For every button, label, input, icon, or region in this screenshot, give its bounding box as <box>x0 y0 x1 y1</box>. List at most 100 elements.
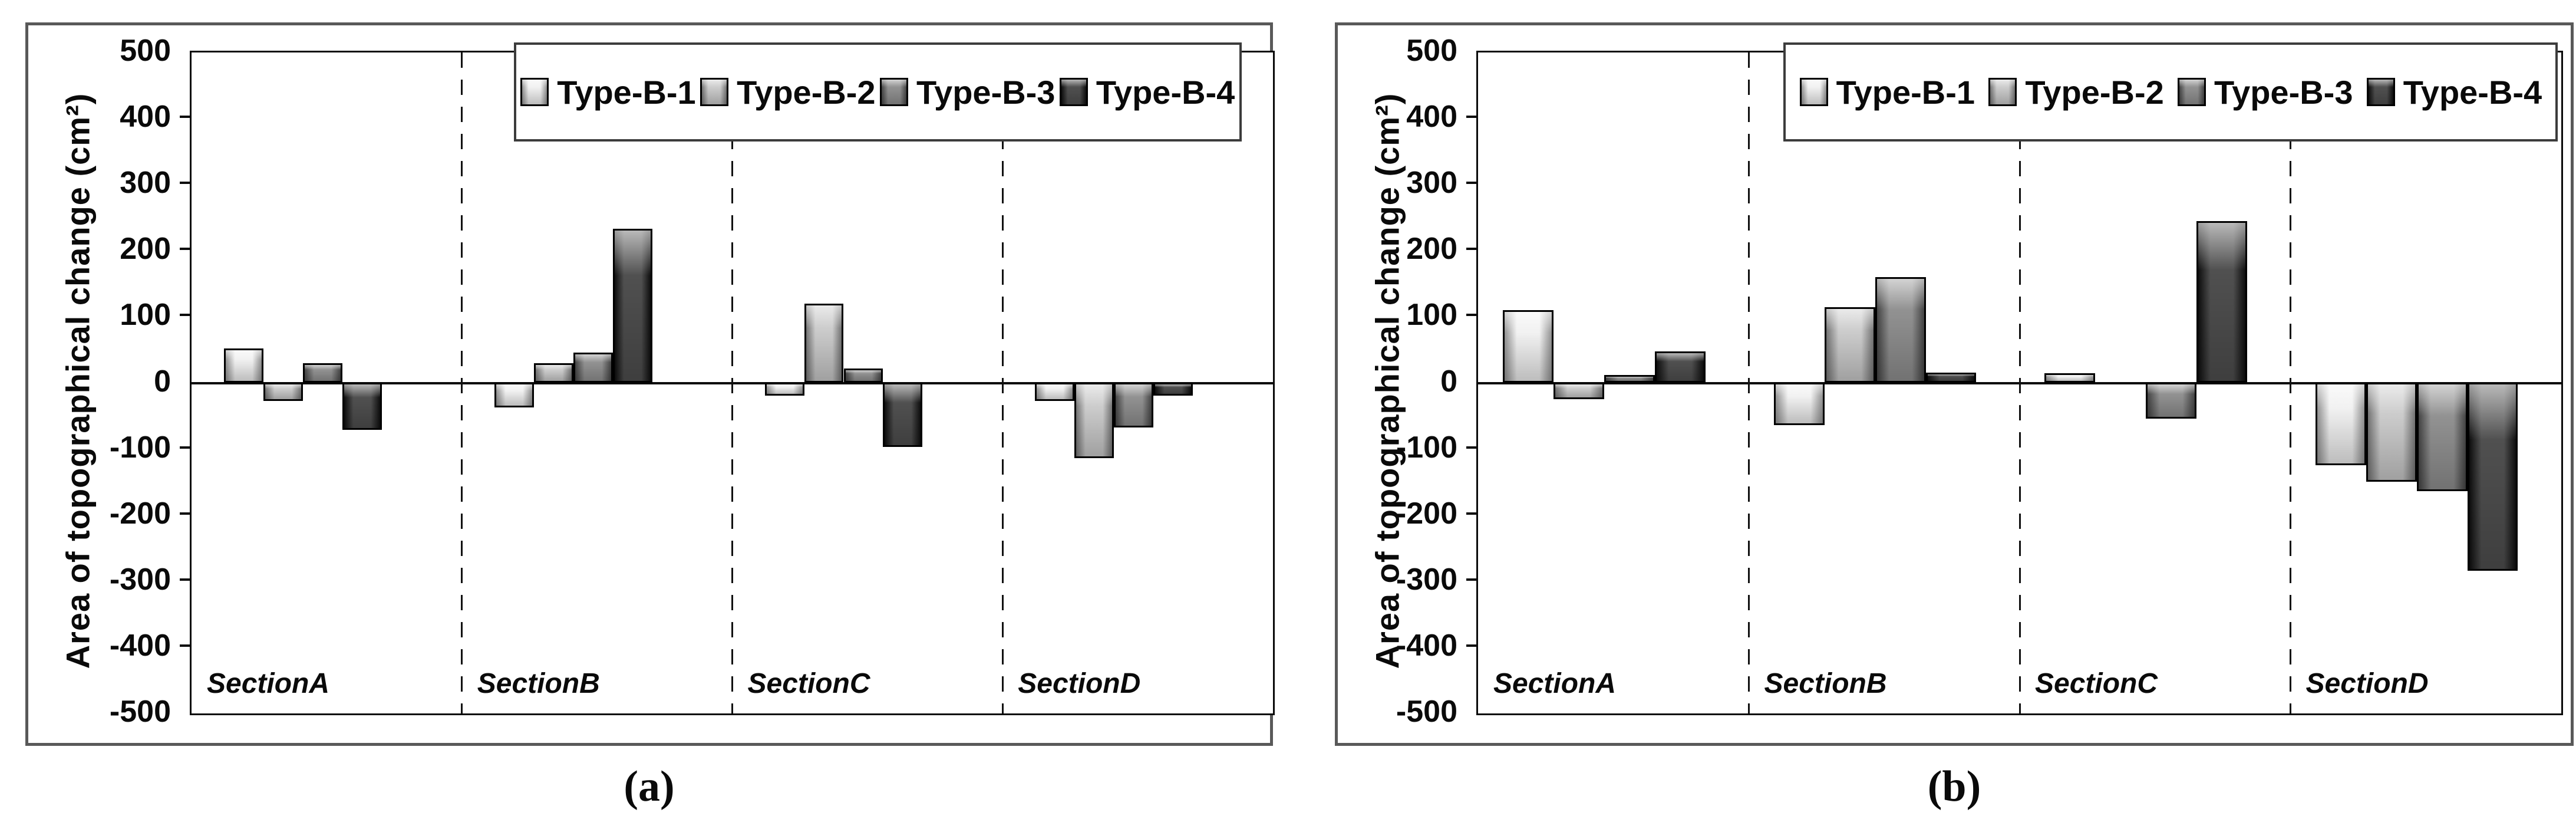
caption-b: (b) <box>1927 762 1981 811</box>
bar-type-b-4-sectionb <box>612 229 652 383</box>
bar-type-b-4-sectionc <box>883 382 923 448</box>
bar-type-b-3-sectiond <box>2416 382 2468 492</box>
bar-type-b-1-sectiona <box>224 348 264 383</box>
y-tick-label: 500 <box>120 34 171 68</box>
bar-type-b-4-sectiona <box>342 382 382 430</box>
section-label-sectionb: SectionB <box>1764 668 1887 699</box>
y-tick-mark <box>1466 578 1478 581</box>
y-tick-label: 100 <box>1406 298 1457 333</box>
section-label-sectiona: SectionA <box>207 668 330 699</box>
y-tick-mark <box>180 578 192 581</box>
bar-type-b-3-sectionb <box>1875 277 1926 383</box>
y-tick-label: -400 <box>1396 628 1457 663</box>
legend-item-type-b-4: Type-B-4 <box>1059 73 1235 111</box>
section-separator <box>731 52 733 713</box>
section-separator <box>1748 52 1750 713</box>
section-label-sectionc: SectionC <box>2035 668 2158 699</box>
bar-type-b-4-sectiond <box>2467 382 2518 571</box>
y-tick-mark <box>180 182 192 185</box>
bar-type-b-2-sectiona <box>1553 382 1605 399</box>
bar-type-b-1-sectionb <box>494 382 534 408</box>
y-tick-mark <box>1466 248 1478 251</box>
y-tick-mark <box>180 644 192 647</box>
y-tick-label: -500 <box>1396 695 1457 729</box>
y-tick-label: 200 <box>120 232 171 267</box>
plot-area-a: SectionA SectionB SectionC SectionD Type-B-1… <box>190 42 1275 715</box>
legend-label-type-b-2: Type-B-2 <box>2025 73 2164 111</box>
bar-type-b-1-sectionc <box>764 382 804 396</box>
bar-type-b-3-sectionb <box>573 352 613 383</box>
legend-swatch-type-b-2 <box>1988 78 2017 106</box>
section-separator <box>2290 52 2291 713</box>
bar-type-b-3-sectiona <box>303 363 342 383</box>
bar-type-b-2-sectionb <box>533 363 573 383</box>
y-tick-label: 300 <box>120 166 171 200</box>
section-label-sectiona: SectionA <box>1493 668 1617 699</box>
legend-swatch-type-b-1 <box>520 78 549 106</box>
y-tick-label: -100 <box>1396 430 1457 465</box>
bar-type-b-1-sectiond <box>2315 382 2366 465</box>
section-separator <box>2018 52 2021 713</box>
y-tick-mark <box>180 314 192 317</box>
section-label-sectiond: SectionD <box>2305 668 2429 699</box>
bar-type-b-4-sectionb <box>1925 372 1977 383</box>
y-tick-label: 400 <box>1406 100 1457 134</box>
section-separator <box>461 52 463 713</box>
y-tick-label: 0 <box>154 364 171 399</box>
section-separator <box>1001 52 1004 713</box>
section-label-sectionc: SectionC <box>747 668 870 699</box>
legend-swatch-type-b-2 <box>700 78 729 106</box>
bar-type-b-3-sectiond <box>1114 382 1154 427</box>
bar-type-b-3-sectiona <box>1604 375 1655 383</box>
bar-type-b-3-sectionc <box>2146 382 2197 419</box>
y-tick-label: -100 <box>109 430 171 465</box>
bar-type-b-3-sectionc <box>843 368 883 383</box>
legend-swatch-type-b-3 <box>880 78 909 106</box>
legend: Type-B-1 Type-B-2 Type-B-3 Type-B-4 <box>1783 42 2558 142</box>
legend-label-type-b-2: Type-B-2 <box>737 73 876 111</box>
plot-area-b: SectionA SectionB SectionC SectionD Type-B-1… <box>1476 42 2563 715</box>
y-tick-label: -200 <box>1396 496 1457 531</box>
legend-item-type-b-2: Type-B-2 <box>700 73 876 111</box>
y-tick-mark <box>1466 314 1478 317</box>
figure-box-b: Area of topographical change (cm²) Secti… <box>1335 22 2574 746</box>
section-label-sectionb: SectionB <box>477 668 600 699</box>
legend-swatch-type-b-4 <box>1059 78 1088 106</box>
y-tick-mark <box>1466 512 1478 515</box>
y-tick-label: 100 <box>120 298 171 333</box>
legend-label-type-b-3: Type-B-3 <box>2214 73 2353 111</box>
legend-label-type-b-4: Type-B-4 <box>2403 73 2542 111</box>
legend-item-type-b-2: Type-B-2 <box>1988 73 2164 111</box>
y-tick-label: 200 <box>1406 232 1457 267</box>
legend-item-type-b-4: Type-B-4 <box>2366 73 2542 111</box>
y-tick-label: -300 <box>1396 562 1457 597</box>
bar-type-b-4-sectiond <box>1153 382 1193 396</box>
legend-label-type-b-1: Type-B-1 <box>1836 73 1975 111</box>
legend-label-type-b-3: Type-B-3 <box>916 73 1056 111</box>
legend-item-type-b-1: Type-B-1 <box>520 73 696 111</box>
section-label-sectiond: SectionD <box>1018 668 1141 699</box>
bar-type-b-2-sectionc <box>804 303 844 383</box>
legend-label-type-b-1: Type-B-1 <box>557 73 696 111</box>
y-tick-label: -500 <box>109 695 171 729</box>
bar-type-b-1-sectiona <box>1503 310 1554 383</box>
bar-type-b-1-sectionc <box>2044 373 2096 383</box>
caption-a: (a) <box>624 762 675 811</box>
bar-type-b-2-sectiond <box>2366 382 2417 482</box>
y-tick-label: -400 <box>109 628 171 663</box>
y-tick-mark <box>180 116 192 119</box>
bar-type-b-2-sectionb <box>1824 307 1875 383</box>
bar-type-b-1-sectionb <box>1773 382 1825 426</box>
y-tick-label: -200 <box>109 496 171 531</box>
legend-item-type-b-3: Type-B-3 <box>2178 73 2353 111</box>
bar-type-b-2-sectiona <box>263 382 303 401</box>
legend-item-type-b-1: Type-B-1 <box>1799 73 1975 111</box>
y-tick-mark <box>180 512 192 515</box>
figure-box-a: Area of topographical change (cm²) Secti… <box>25 22 1275 746</box>
bar-type-b-1-sectiond <box>1035 382 1075 401</box>
legend-swatch-type-b-4 <box>2366 78 2395 106</box>
y-tick-label: 500 <box>1406 34 1457 68</box>
legend-swatch-type-b-1 <box>1799 78 1828 106</box>
y-tick-mark <box>1466 644 1478 647</box>
